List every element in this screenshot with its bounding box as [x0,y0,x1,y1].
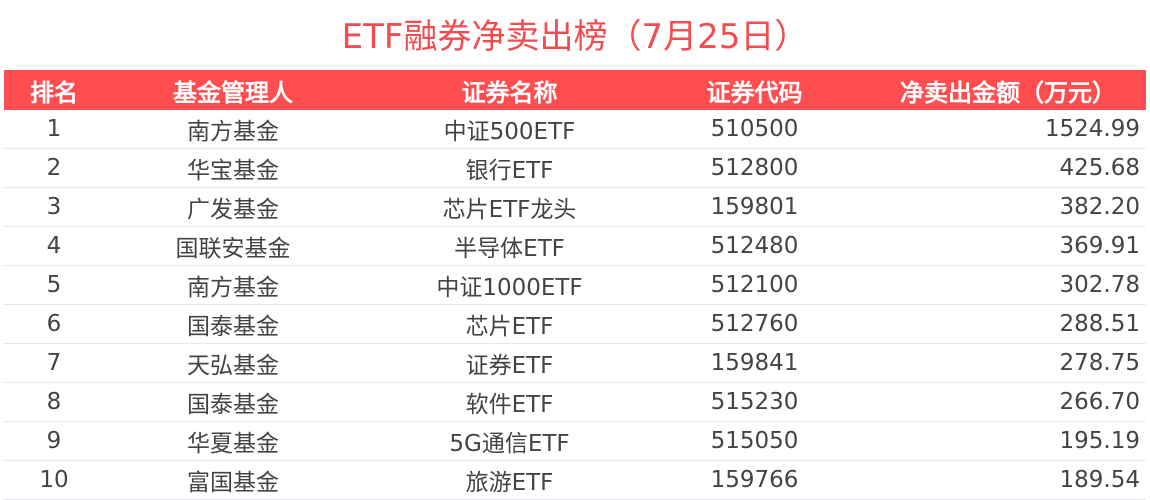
table-cell: 天弘基金 [104,343,362,383]
table-cell: 159801 [657,187,852,227]
table-header: 排名 基金管理人 证券名称 证券代码 净卖出金额（万元） [4,70,1146,110]
table-cell: 9 [4,421,104,461]
table-cell: 302.78 [852,265,1146,305]
table-cell: 软件ETF [362,382,657,422]
table-cell: 银行ETF [362,148,657,188]
table-cell: 10 [4,460,104,500]
table-cell: 2 [4,148,104,188]
table-cell: 国泰基金 [104,382,362,422]
table-row: 6 国泰基金 芯片ETF 512760 288.51 [4,304,1146,344]
table-cell: 证券ETF [362,343,657,383]
table-cell: 南方基金 [104,265,362,305]
table-cell: 芯片ETF龙头 [362,187,657,227]
table-cell: 华夏基金 [104,421,362,461]
table-cell: 159841 [657,343,852,383]
column-header: 证券名称 [362,70,657,110]
table-cell: 1524.99 [852,110,1146,149]
table-cell: 515230 [657,382,852,422]
table-cell: 中证1000ETF [362,265,657,305]
table-row: 2 华宝基金 银行ETF 512800 425.68 [4,148,1146,188]
table-cell: 515050 [657,421,852,461]
table-cell: 159766 [657,460,852,500]
table-cell: 5G通信ETF [362,421,657,461]
table-cell: 广发基金 [104,187,362,227]
etf-ranking-table: 排名 基金管理人 证券名称 证券代码 净卖出金额（万元） 1 南方基金 中证500ETF 51… [4,70,1146,500]
table-row: 9 华夏基金 5G通信ETF 515050 195.19 [4,421,1146,461]
column-header: 基金管理人 [104,70,362,110]
table-cell: 195.19 [852,421,1146,461]
table-cell: 288.51 [852,304,1146,344]
table-row: 5 南方基金 中证1000ETF 512100 302.78 [4,265,1146,305]
table-cell: 7 [4,343,104,383]
table-row: 3 广发基金 芯片ETF龙头 159801 382.20 [4,187,1146,227]
table-cell: 425.68 [852,148,1146,188]
table-cell: 华宝基金 [104,148,362,188]
table-row: 8 国泰基金 软件ETF 515230 266.70 [4,382,1146,422]
table-cell: 中证500ETF [362,110,657,149]
table-row: 4 国联安基金 半导体ETF 512480 369.91 [4,226,1146,266]
table-cell: 382.20 [852,187,1146,227]
table-cell: 8 [4,382,104,422]
table-cell: 3 [4,187,104,227]
column-header: 净卖出金额（万元） [852,70,1146,110]
column-header: 排名 [4,70,104,110]
table-cell: 512800 [657,148,852,188]
table-cell: 富国基金 [104,460,362,500]
table-cell: 6 [4,304,104,344]
table-cell: 278.75 [852,343,1146,383]
table-cell: 4 [4,226,104,266]
table-cell: 芯片ETF [362,304,657,344]
table-cell: 510500 [657,110,852,149]
table-cell: 旅游ETF [362,460,657,500]
page-title: ETF融券净卖出榜（7月25日） [341,17,809,57]
table-cell: 512480 [657,226,852,266]
table-row: 10 富国基金 旅游ETF 159766 189.54 [4,460,1146,500]
table-cell: 369.91 [852,226,1146,266]
table-cell: 1 [4,110,104,149]
table-cell: 国泰基金 [104,304,362,344]
table-cell: 189.54 [852,460,1146,500]
table-cell: 国联安基金 [104,226,362,266]
table-cell: 5 [4,265,104,305]
table-cell: 266.70 [852,382,1146,422]
table-cell: 半导体ETF [362,226,657,266]
table-cell: 512760 [657,304,852,344]
table-row: 7 天弘基金 证券ETF 159841 278.75 [4,343,1146,383]
column-header: 证券代码 [657,70,852,110]
table-cell: 南方基金 [104,110,362,149]
table-row: 1 南方基金 中证500ETF 510500 1524.99 [4,110,1146,149]
table-cell: 512100 [657,265,852,305]
